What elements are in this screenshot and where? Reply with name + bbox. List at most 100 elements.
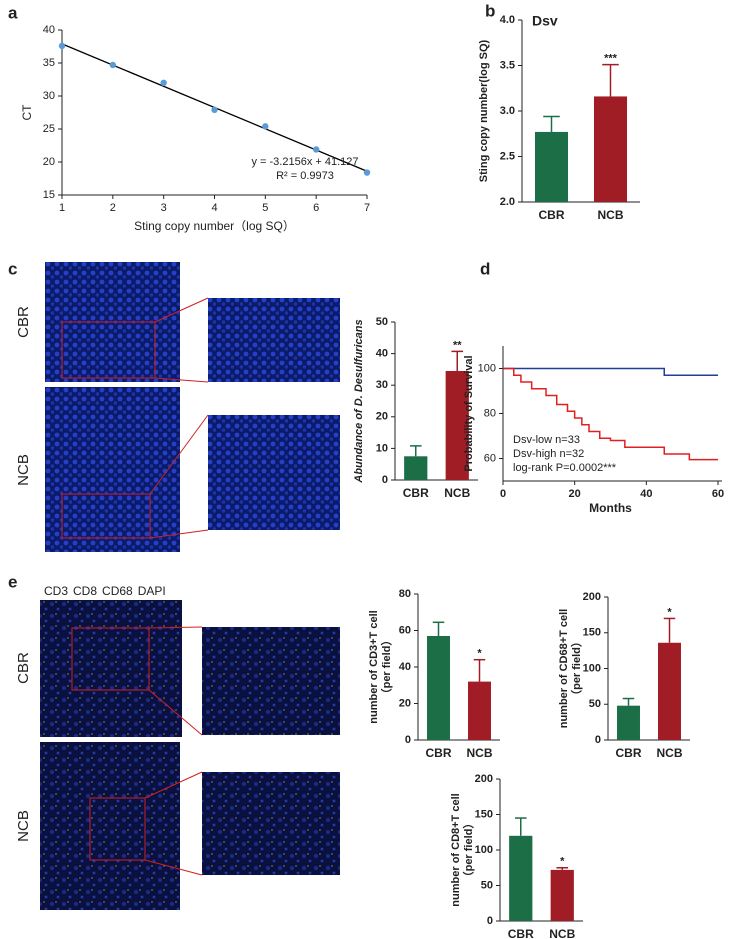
y-tick-label: 2.5	[500, 150, 515, 162]
image-label: CBR	[15, 652, 32, 684]
y-tick-label: 0	[405, 734, 411, 746]
y-tick-label: 0	[382, 474, 388, 486]
stain-legend-item: CD68	[102, 584, 133, 598]
significance: ***	[604, 52, 618, 64]
y-tick-label: 15	[43, 189, 55, 201]
bar	[468, 681, 491, 740]
x-tick-label: NCB	[444, 486, 470, 500]
bar	[593, 96, 628, 202]
x-tick-label: 2	[110, 202, 116, 214]
y-axis-label: number of CD68+T cell	[558, 609, 570, 729]
x-tick-label: 0	[500, 488, 506, 500]
x-tick-label: 4	[211, 202, 217, 214]
point	[160, 79, 167, 87]
bar	[617, 705, 640, 740]
panel-label: e	[8, 572, 17, 591]
y-tick-label: 20	[43, 156, 55, 168]
y-axis-label: number of CD3+T cell	[368, 610, 380, 723]
x-tick-label: NCB	[467, 746, 493, 760]
y-tick-label: 150	[475, 808, 493, 820]
bar	[658, 642, 681, 740]
zoom-line	[148, 689, 203, 736]
x-tick-label: NCB	[598, 208, 624, 222]
image-label: NCB	[15, 810, 32, 842]
survival-curve	[503, 367, 718, 376]
y-tick-label: 0	[595, 734, 601, 746]
bar	[427, 635, 450, 740]
point	[211, 106, 218, 114]
bar	[550, 869, 574, 921]
significance: **	[453, 339, 462, 351]
y-tick-label: 30	[43, 90, 55, 102]
zoom-line	[149, 529, 209, 539]
y-tick-label: 25	[43, 123, 55, 135]
y-tick-label: 60	[399, 624, 411, 636]
image-zoom	[208, 415, 340, 530]
x-tick-label: CBR	[403, 486, 429, 500]
y-tick-label: 50	[376, 316, 388, 328]
y-axis-label: Sting copy number(log SQ)	[478, 39, 490, 182]
y-tick-label: 2.0	[500, 196, 515, 208]
y-tick-label: 40	[376, 348, 388, 360]
panel-label: d	[480, 259, 490, 278]
x-tick-label: 60	[712, 488, 724, 500]
stat-label: log-rank P=0.0002***	[513, 462, 617, 474]
x-tick-label: NCB	[657, 746, 683, 760]
image-label: CBR	[15, 306, 32, 338]
x-tick-label: 3	[161, 202, 167, 214]
y-tick-label: 0	[487, 915, 493, 927]
x-tick-label: CBR	[539, 208, 565, 222]
y-tick-label: 60	[484, 452, 496, 464]
zoom-line	[144, 859, 203, 876]
bar	[404, 456, 428, 480]
x-tick-label: NCB	[549, 927, 575, 939]
zoom-line	[149, 414, 209, 495]
x-tick-label: 7	[364, 202, 370, 214]
x-tick-label: 40	[640, 488, 652, 500]
y-tick-label: 80	[399, 588, 411, 600]
image	[45, 387, 180, 552]
annotation: R² = 0.9973	[276, 170, 334, 182]
significance: *	[667, 606, 672, 618]
point	[312, 146, 320, 153]
survival-curve	[503, 367, 718, 461]
x-tick-label: CBR	[616, 746, 642, 760]
image-zoom	[208, 298, 340, 382]
stain-legend-item: CD3	[44, 584, 68, 598]
significance: *	[477, 648, 482, 660]
x-tick-label: 1	[59, 202, 65, 214]
y-axis-label: Abundance of D. Desulfuricans	[353, 319, 365, 483]
y-tick-label: 3.5	[500, 59, 515, 71]
y-tick-label: 20	[399, 697, 411, 709]
roi-box	[89, 797, 146, 861]
y-tick-label: 50	[481, 879, 493, 891]
point	[262, 123, 269, 130]
y-tick-label: 80	[484, 407, 496, 419]
y-tick-label: 100	[478, 362, 496, 374]
annotation: y = -3.2156x + 41.127	[251, 156, 358, 168]
point	[58, 42, 66, 50]
x-tick-label: CBR	[508, 927, 534, 939]
y-tick-label: 30	[376, 379, 388, 391]
zoom-line	[144, 771, 203, 799]
x-axis-label: Sting copy number（log SQ）	[134, 219, 295, 233]
y-tick-label: 100	[583, 662, 601, 674]
y-tick-label: 3.0	[500, 105, 515, 117]
x-tick-label: 5	[262, 202, 268, 214]
bar	[534, 131, 569, 202]
image-zoom	[202, 772, 340, 875]
y-axis-label: Probability of Survival	[463, 355, 475, 471]
y-axis-label: CT	[20, 104, 34, 121]
y-tick-label: 40	[399, 661, 411, 673]
y-axis-label: （per field）	[570, 636, 583, 701]
point	[109, 61, 117, 69]
image-zoom	[202, 627, 340, 735]
panel-label: c	[8, 259, 17, 278]
roi-box	[61, 493, 151, 539]
x-axis-label: Months	[589, 501, 632, 515]
y-tick-label: 4.0	[500, 14, 515, 26]
panel-label: b	[485, 1, 495, 20]
image	[40, 600, 182, 737]
bar	[445, 370, 469, 480]
